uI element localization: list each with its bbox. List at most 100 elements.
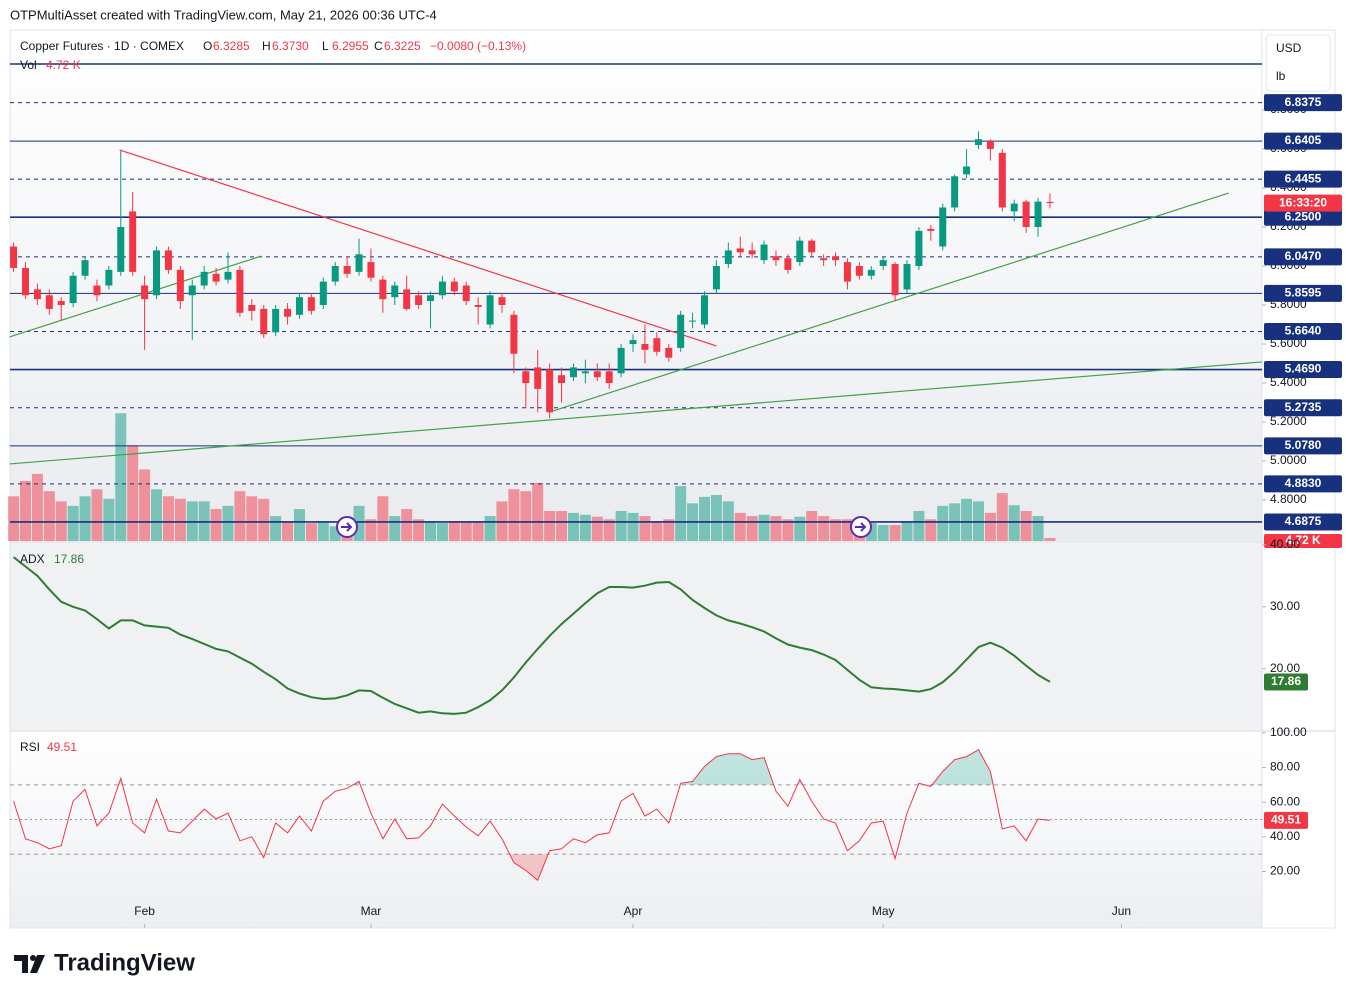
vol-title: Vol [20,58,37,72]
countdown: 16:33:20 [1279,195,1327,209]
candle-body [796,240,804,263]
volume-bar [877,525,889,541]
candle-body [820,258,828,261]
volume-bar [246,496,258,541]
candle-body [951,176,959,208]
volume-bar [806,510,818,541]
candle-body [319,281,327,306]
candle-body [260,308,268,335]
indicator-line [12,556,1051,715]
event-icon[interactable] [336,516,358,538]
y-tick-label: 60.00 [1270,794,1300,808]
level-label: 5.0780 [1285,438,1322,452]
x-tick-label: Jun [1112,904,1131,918]
candle-body [998,152,1006,208]
volume-bar [508,489,520,541]
volume-bar [913,510,925,541]
level-box [1264,399,1342,417]
axis-layer: 4.72 K4.80005.00005.20005.40005.60005.80… [134,94,1342,928]
candle-body [784,258,792,270]
candle-body [843,262,851,282]
adx-title: ADX [20,552,45,566]
candle-body [307,297,315,311]
rsi-pane [10,732,1262,928]
ohlc-value: 6.3285 [213,39,250,53]
volume-bar [151,489,163,541]
y-tick-label: 5.2000 [1270,414,1307,428]
ohlc-key: O [203,39,212,53]
volume-bar [162,496,174,541]
volume-bar [567,512,579,541]
candle-body [689,320,697,322]
volume-bar [663,519,675,541]
adx-value: 17.86 [54,552,84,566]
candle-body [832,256,840,261]
level-box [1264,475,1342,493]
unit-frame[interactable] [1265,34,1331,92]
volume-bar [889,525,901,541]
unit-box[interactable]: USD lb [1265,34,1331,92]
logo-text: TradingView [54,949,195,976]
volume-bar [174,498,186,541]
candle-body [915,230,923,266]
volume-bar [353,505,365,541]
volume-bar [615,510,627,541]
volume-bar [127,445,139,541]
change: −0.0080 (−0.13%) [430,39,526,53]
candle-body [522,371,530,384]
candle-body [427,295,435,302]
level-box [1264,361,1342,379]
level-box [1264,323,1342,341]
volume-bar [377,496,389,541]
candle-body [665,347,673,358]
candle-body [141,285,149,300]
x-tick-label: Mar [361,904,382,918]
candle-body [81,260,89,276]
volume-bar [532,482,544,541]
symbol: Copper Futures · 1D · COMEX [20,39,184,53]
trendline [119,149,717,347]
ohlc-value: 6.3730 [272,39,309,53]
volume-bar [818,516,830,541]
event-arrow [341,522,353,532]
volume-label: 4.72 K [1285,533,1321,547]
unit[interactable]: lb [1276,69,1286,83]
volume-bar [639,516,651,541]
logo-dot [30,955,36,961]
volume-bar [317,521,329,541]
level-box [1264,170,1342,188]
candle-body [117,226,125,272]
x-tick-label: Apr [624,904,643,918]
candle-body [546,369,554,413]
x-tick-label: May [872,904,895,918]
ohlc-key: H [262,39,271,53]
volume-bar [389,516,401,541]
currency[interactable]: USD [1276,41,1302,55]
candle-body [879,260,887,266]
candle-body [284,308,292,317]
candle-body [593,371,601,378]
candle-body [712,265,720,290]
volume-bar [91,489,103,541]
event-icon[interactable] [850,516,872,538]
volume-bar [43,491,55,541]
header: Copper Futures · 1D · COMEX Vol 4.72 K A… [20,39,184,754]
ohlc-key: C [374,39,383,53]
volume-bar [1008,505,1020,541]
candle-body [176,269,184,302]
level-box [1264,437,1342,455]
volume-bar [234,491,246,541]
candle-body [558,375,566,384]
level-label: 6.2500 [1285,209,1322,223]
y-tick-label: 5.0000 [1270,453,1307,467]
candle-body [748,250,756,255]
level-label: 5.2735 [1285,400,1322,414]
candle-body [188,285,196,296]
volume-bar [734,512,746,541]
candle-body [438,281,446,296]
credit: OTPMultiAsset created with TradingView.c… [10,7,437,22]
candle-body [200,271,208,286]
rsi-title: RSI [20,740,40,754]
candle-body [867,269,875,276]
candle-body [224,271,232,280]
